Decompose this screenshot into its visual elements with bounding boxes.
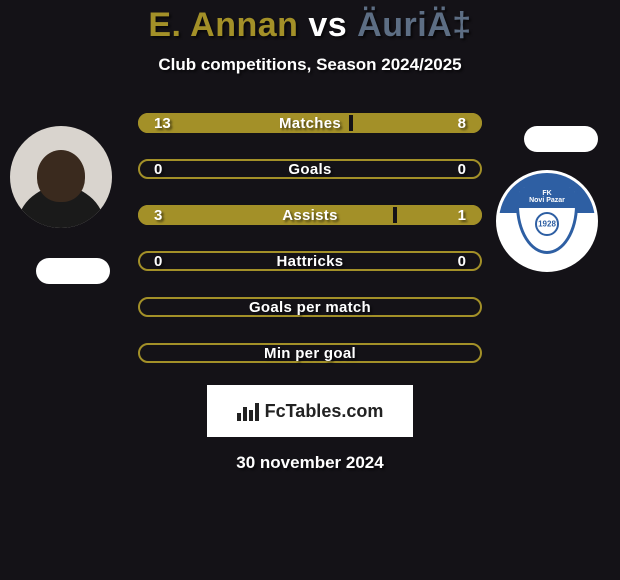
stat-value-right: 0 <box>458 253 466 270</box>
stat-value-left: 0 <box>154 253 162 270</box>
stat-label: Assists <box>282 207 337 224</box>
stat-row: Goals per match <box>138 297 482 317</box>
stat-row: 3 Assists 1 <box>138 205 482 225</box>
page-title: E. Annan vs ÄuriÄ‡ <box>148 6 471 45</box>
stat-fill-right <box>397 205 482 225</box>
stat-value-left: 0 <box>154 161 162 178</box>
brand-box[interactable]: FcTables.com <box>207 385 413 437</box>
subtitle: Club competitions, Season 2024/2025 <box>158 55 461 75</box>
stat-value-left: 3 <box>154 207 162 224</box>
brand-text: FcTables.com <box>265 401 384 422</box>
stat-row: Min per goal <box>138 343 482 363</box>
stat-value-right: 0 <box>458 161 466 178</box>
vs-label: vs <box>308 6 347 44</box>
main-content: E. Annan vs ÄuriÄ‡ Club competitions, Se… <box>0 0 620 580</box>
stat-label: Goals per match <box>249 299 371 316</box>
stat-value-right: 1 <box>458 207 466 224</box>
stat-label: Min per goal <box>264 345 356 362</box>
date-label: 30 november 2024 <box>236 453 383 473</box>
player-left-name: E. Annan <box>148 6 298 44</box>
stats-container: 13 Matches 8 0 Goals 0 3 Assists 1 0 Hattricks 0 Goa… <box>0 113 620 363</box>
stat-label: Hattricks <box>277 253 344 270</box>
stat-label: Goals <box>288 161 331 178</box>
stat-row: 0 Goals 0 <box>138 159 482 179</box>
stat-label: Matches <box>279 115 341 132</box>
stat-fill-left <box>138 205 393 225</box>
brand-chart-icon <box>237 401 259 421</box>
player-right-name: ÄuriÄ‡ <box>357 6 471 44</box>
stat-value-right: 8 <box>458 115 466 132</box>
stat-row: 0 Hattricks 0 <box>138 251 482 271</box>
stat-row: 13 Matches 8 <box>138 113 482 133</box>
stat-value-left: 13 <box>154 115 171 132</box>
